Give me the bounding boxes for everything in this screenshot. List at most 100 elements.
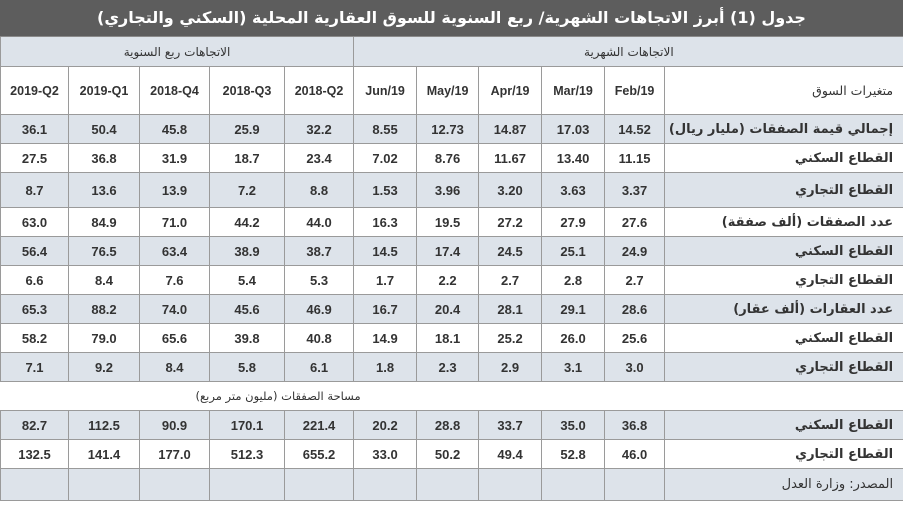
row-label: عدد العقارات (ألف عقار): [664, 294, 903, 324]
cell: 17.4: [416, 236, 480, 266]
cell: 27.5: [0, 143, 69, 173]
row-label: القطاع السكني: [664, 236, 903, 266]
cell: 221.4: [283, 410, 355, 440]
table-row-area-commercial: 132.5 141.4 177.0 512.3 655.2 33.0 50.2 …: [0, 439, 903, 469]
cell: 14.9: [353, 323, 418, 353]
row-label: القطاع السكني: [664, 410, 903, 440]
col-header-jun-19: Jun/19: [353, 66, 418, 115]
cell: 36.8: [68, 143, 140, 173]
cell: 8.4: [139, 352, 210, 382]
cell: 13.6: [68, 172, 140, 208]
cell: 25.2: [478, 323, 543, 353]
empty-cell: [478, 468, 543, 501]
cell: 27.9: [541, 207, 606, 237]
cell: 1.8: [353, 352, 418, 382]
cell: 8.4: [68, 265, 140, 295]
cell: 32.2: [283, 114, 355, 144]
cell: 5.3: [283, 265, 355, 295]
cell: 79.0: [68, 323, 140, 353]
cell: 65.6: [139, 323, 210, 353]
cell: 33.7: [478, 410, 543, 440]
cell: 2.9: [478, 352, 543, 382]
cell: 170.1: [209, 410, 285, 440]
source-row: المصدر: وزارة العدل: [0, 468, 903, 501]
cell: 1.7: [353, 265, 418, 295]
cell: 8.76: [416, 143, 480, 173]
cell: 25.6: [604, 323, 666, 353]
cell: 141.4: [68, 439, 140, 469]
empty-cell: [604, 468, 666, 501]
cell: 24.9: [604, 236, 666, 266]
cell: 18.7: [209, 143, 285, 173]
cell: 50.2: [416, 439, 480, 469]
cell: 3.63: [541, 172, 606, 208]
table-row-deals-residential: 56.4 76.5 63.4 38.9 38.7 14.5 17.4 24.5 …: [0, 236, 903, 266]
cell: 3.96: [416, 172, 480, 208]
col-header-apr-19: Apr/19: [478, 66, 543, 115]
cell: 40.8: [283, 323, 355, 353]
row-label: القطاع التجاري: [664, 439, 903, 469]
row-label: القطاع السكني: [664, 323, 903, 353]
table-row-deal-count: 63.0 84.9 71.0 44.2 44.0 16.3 19.5 27.2 …: [0, 207, 903, 237]
cell: 33.0: [353, 439, 418, 469]
cell: 17.03: [541, 114, 606, 144]
cell: 6.1: [283, 352, 355, 382]
cell: 39.8: [209, 323, 285, 353]
cell: 177.0: [139, 439, 210, 469]
col-header-may-19: May/19: [416, 66, 480, 115]
cell: 20.4: [416, 294, 480, 324]
cell: 90.9: [139, 410, 210, 440]
cell: 13.40: [541, 143, 606, 173]
col-header-market-variables: متغيرات السوق: [664, 66, 903, 115]
cell: 16.7: [353, 294, 418, 324]
cell: 7.02: [353, 143, 418, 173]
cell: 49.4: [478, 439, 543, 469]
row-label: القطاع التجاري: [664, 172, 903, 208]
row-label: القطاع التجاري: [664, 352, 903, 382]
cell: 52.8: [541, 439, 606, 469]
cell: 20.2: [353, 410, 418, 440]
empty-cell: [209, 468, 285, 501]
cell: 3.0: [604, 352, 666, 382]
cell: 26.0: [541, 323, 606, 353]
cell: 28.8: [416, 410, 480, 440]
table-row-deals-commercial: 6.6 8.4 7.6 5.4 5.3 1.7 2.2 2.7 2.8 2.7 …: [0, 265, 903, 295]
empty-cell: [283, 468, 355, 501]
cell: 1.53: [353, 172, 418, 208]
table-row-property-count: 65.3 88.2 74.0 45.6 46.9 16.7 20.4 28.1 …: [0, 294, 903, 324]
cell: 2.8: [541, 265, 606, 295]
cell: 3.37: [604, 172, 666, 208]
empty-cell: [353, 468, 418, 501]
cell: 9.2: [68, 352, 140, 382]
section-header-row: مساحة الصفقات (مليون متر مربع): [0, 381, 903, 411]
cell: 50.4: [68, 114, 140, 144]
col-header-2018-q3: 2018-Q3: [209, 66, 285, 115]
cell: 74.0: [139, 294, 210, 324]
cell: 3.1: [541, 352, 606, 382]
cell: 12.73: [416, 114, 480, 144]
cell: 11.67: [478, 143, 543, 173]
cell: 58.2: [0, 323, 69, 353]
col-header-mar-19: Mar/19: [541, 66, 606, 115]
table-row-properties-commercial: 7.1 9.2 8.4 5.8 6.1 1.8 2.3 2.9 3.1 3.0 …: [0, 352, 903, 382]
cell: 5.4: [209, 265, 285, 295]
cell: 46.9: [283, 294, 355, 324]
row-label: القطاع السكني: [664, 143, 903, 173]
cell: 512.3: [209, 439, 285, 469]
cell: 44.2: [209, 207, 285, 237]
cell: 45.6: [209, 294, 285, 324]
table-row-value-residential: 27.5 36.8 31.9 18.7 23.4 7.02 8.76 11.67…: [0, 143, 903, 173]
cell: 27.2: [478, 207, 543, 237]
cell: 655.2: [283, 439, 355, 469]
cell: 8.7: [0, 172, 69, 208]
empty-cell: [416, 468, 480, 501]
cell: 16.3: [353, 207, 418, 237]
cell: 6.6: [0, 265, 69, 295]
empty-cell: [139, 468, 210, 501]
col-header-2019-q1: 2019-Q1: [68, 66, 140, 115]
group-monthly-header: الاتجاهات الشهرية: [353, 37, 903, 67]
cell: 7.2: [209, 172, 285, 208]
cell: 2.7: [478, 265, 543, 295]
cell: 7.6: [139, 265, 210, 295]
cell: 63.4: [139, 236, 210, 266]
